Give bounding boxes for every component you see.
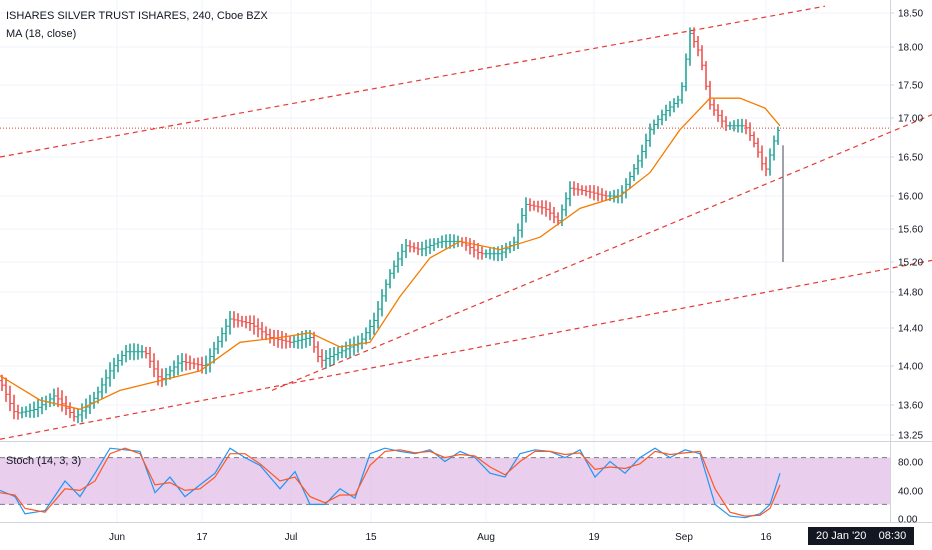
- ma-line: [0, 97, 781, 410]
- ma-legend: MA (18, close): [6, 28, 77, 40]
- price-tick-label: 15.20: [898, 258, 923, 269]
- stoch-band: [0, 457, 890, 505]
- stoch-tick-label: 80.00: [898, 458, 923, 469]
- time-tick-label: Jul: [285, 532, 298, 543]
- price-tick-label: 18.00: [898, 43, 923, 54]
- stoch-line: [0, 447, 781, 517]
- stoch-line: [0, 447, 781, 519]
- time-tick-label: Jun: [109, 532, 125, 543]
- time-tick-label: Aug: [477, 532, 495, 543]
- stoch-tick-label: 0.00: [898, 515, 918, 526]
- price-tick-label: 16.00: [898, 192, 923, 203]
- price-tick-label: 17.00: [898, 114, 923, 125]
- trendline: [271, 114, 932, 391]
- price-tick-label: 18.50: [898, 9, 923, 20]
- stoch-legend: Stoch (14, 3, 3): [6, 455, 82, 467]
- time-tick-label: Sep: [675, 532, 693, 543]
- trendline: [0, 5, 826, 158]
- price-tick-label: 13.25: [898, 431, 923, 442]
- crosshair-time: 08:30: [878, 530, 907, 542]
- stoch-tick-label: 40.00: [898, 487, 923, 498]
- price-tick-label: 16.50: [898, 153, 923, 164]
- price-tick-label: 13.60: [898, 401, 923, 412]
- time-tick-label: 17: [196, 532, 208, 543]
- time-tick-label: 19: [588, 532, 600, 543]
- price-tick-label: 15.60: [898, 225, 923, 236]
- crosshair-date: 20 Jan '20: [816, 530, 867, 542]
- price-tick-label: 14.00: [898, 362, 923, 373]
- time-tick-label: 16: [760, 532, 772, 543]
- price-tick-label: 14.40: [898, 324, 923, 335]
- price-tick-label: 17.50: [898, 81, 923, 92]
- price-tick-label: 14.80: [898, 288, 923, 299]
- time-tick-label: 15: [365, 532, 377, 543]
- crosshair-date-label: 20 Jan '20 08:30: [808, 527, 915, 545]
- symbol-title: ISHARES SILVER TRUST ISHARES, 240, Cboe …: [6, 10, 268, 22]
